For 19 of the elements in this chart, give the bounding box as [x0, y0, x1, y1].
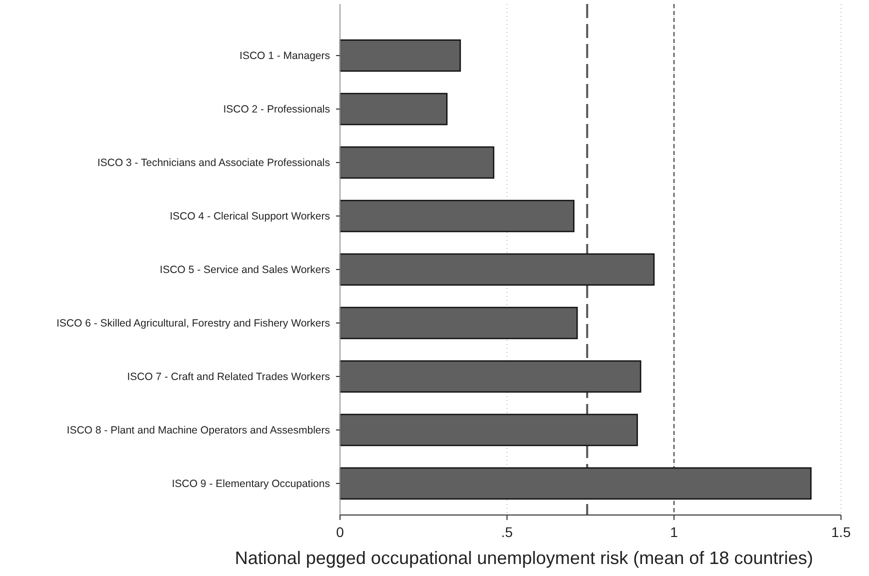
y-tick-label: ISCO 3 - Technicians and Associate Professionals	[97, 157, 330, 170]
y-tick-label: ISCO 7 - Craft and Related Trades Workers	[127, 371, 330, 384]
y-tick-label: ISCO 4 - Clerical Support Workers	[170, 210, 330, 223]
y-tick-label: ISCO 6 - Skilled Agricultural, Forestry and Fishery Workers	[56, 318, 330, 330]
y-tick-label: ISCO 2 - Professionals	[223, 104, 330, 116]
x-axis-title: National pegged occupational unemployment risk (mean of 18 countries)	[234, 548, 814, 568]
bar	[339, 39, 461, 72]
bar	[339, 200, 574, 232]
bar	[339, 92, 448, 126]
x-tick-label: 1	[670, 524, 678, 540]
y-tick-label: ISCO 5 - Service and Sales Workers	[160, 264, 330, 276]
y-tick-label: ISCO 8 - Plant and Machine Operators and Assesmblers	[66, 424, 330, 437]
x-tick-label: 1.5	[831, 524, 851, 540]
x-tick-label: 0	[336, 524, 344, 540]
y-tick-label: ISCO 1 - Managers	[240, 50, 330, 62]
x-tick-label: .5	[501, 524, 514, 540]
y-tick-label: ISCO 9 - Elementary Occupations	[172, 478, 330, 490]
bar	[339, 306, 578, 340]
bar	[339, 146, 494, 179]
